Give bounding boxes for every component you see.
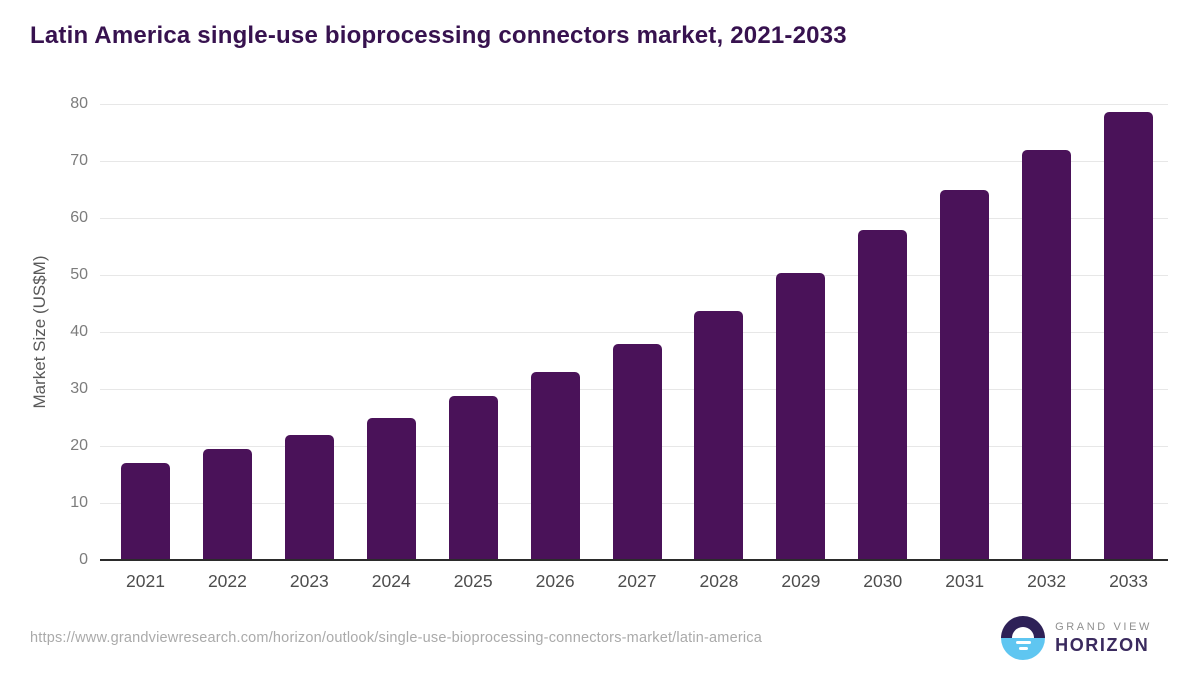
grand-view-horizon-logo: GRAND VIEW HORIZON <box>1001 616 1152 660</box>
x-tick-label-2027: 2027 <box>617 571 657 591</box>
x-tick-label-2023: 2023 <box>289 571 329 591</box>
y-tick-label-80: 80 <box>70 95 88 112</box>
bar-2032[interactable] <box>1022 149 1072 560</box>
bar-2025[interactable] <box>448 395 498 560</box>
y-tick-label-30: 30 <box>70 380 88 397</box>
y-tick-label-70: 70 <box>70 152 88 169</box>
bar-2033[interactable] <box>1104 111 1154 560</box>
bar-2031[interactable] <box>940 189 990 560</box>
x-axis-line <box>100 559 1168 561</box>
bar-2021[interactable] <box>121 462 170 560</box>
gridline-70 <box>100 161 1168 162</box>
logo-text-horizon: HORIZON <box>1055 634 1150 655</box>
x-tick-label-2033: 2033 <box>1109 571 1148 591</box>
x-tick-label-2030: 2030 <box>863 571 903 591</box>
gridline-60 <box>100 218 1168 219</box>
x-tick-label-2028: 2028 <box>699 571 739 591</box>
bar-2030[interactable] <box>858 229 908 560</box>
bar-2024[interactable] <box>366 417 416 560</box>
x-tick-label-2029: 2029 <box>781 571 821 591</box>
x-tick-label-2024: 2024 <box>371 571 411 591</box>
logo-text-grand-view: GRAND VIEW <box>1055 620 1152 633</box>
bar-2026[interactable] <box>530 371 580 560</box>
horizon-sun-icon <box>1001 616 1046 660</box>
y-tick-label-20: 20 <box>70 437 88 454</box>
logo-text: GRAND VIEW HORIZON <box>1055 621 1152 656</box>
x-tick-label-2025: 2025 <box>453 571 493 591</box>
gridline-40 <box>100 332 1168 333</box>
source-url: https://www.grandviewresearch.com/horizo… <box>30 630 763 646</box>
x-tick-label-2026: 2026 <box>535 571 575 591</box>
x-tick-label-2022: 2022 <box>207 571 247 591</box>
bar-2027[interactable] <box>612 343 662 560</box>
y-tick-label-60: 60 <box>70 209 88 226</box>
y-tick-label-0: 0 <box>79 551 88 568</box>
x-tick-label-2021: 2021 <box>126 571 165 591</box>
x-tick-label-2031: 2031 <box>945 571 985 591</box>
page-title: Latin America single-use bioprocessing c… <box>30 22 847 49</box>
y-tick-label-40: 40 <box>70 323 88 340</box>
bar-2023[interactable] <box>284 434 334 560</box>
chart-plot-area: 0 10 20 30 40 50 60 70 80 2021 2022 2023 2024 2025 20… <box>70 95 1168 591</box>
y-axis-title: Market Size (US$M) <box>30 255 49 409</box>
y-tick-label-10: 10 <box>70 494 88 511</box>
gridline-80 <box>100 104 1168 105</box>
bar-2028[interactable] <box>694 311 744 560</box>
y-tick-label-50: 50 <box>70 266 88 283</box>
bar-2022[interactable] <box>202 449 252 560</box>
gridline-50 <box>100 275 1168 276</box>
bar-2029[interactable] <box>776 273 826 560</box>
x-tick-label-2032: 2032 <box>1027 571 1067 591</box>
